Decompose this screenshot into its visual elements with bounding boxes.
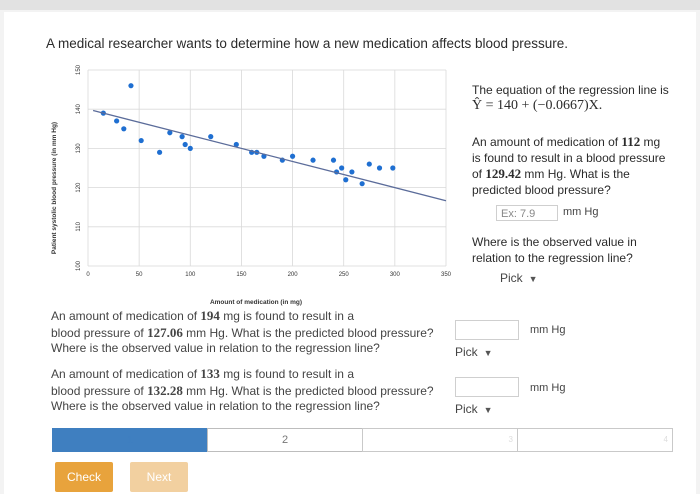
equation-intro: The equation of the regression line is xyxy=(472,83,669,97)
relation-select-1[interactable]: Pick ▼ xyxy=(500,271,538,285)
chevron-down-icon: ▼ xyxy=(483,405,493,415)
data-point xyxy=(114,118,120,124)
p1-bp-value: 129.42 xyxy=(485,166,522,181)
p2-text-a: Where is the observed value in xyxy=(472,235,637,249)
q3-text-d: mm Hg. What is the predicted blood press… xyxy=(182,383,434,398)
question-3: An amount of medication of 133 mg is fou… xyxy=(51,366,434,415)
y-tick-label: 100 xyxy=(76,260,82,271)
y-axis-title: Patient systolic blood pressure (in mm H… xyxy=(51,122,58,254)
data-point xyxy=(182,141,188,148)
data-point xyxy=(208,134,214,140)
chevron-down-icon: ▼ xyxy=(528,274,538,284)
q2-text-c: blood pressure of xyxy=(51,325,148,340)
data-point xyxy=(330,157,337,163)
data-point xyxy=(390,165,396,171)
pick-label-2: Pick xyxy=(455,345,478,359)
p1-medication-value: 112 xyxy=(621,134,641,149)
x-tick-label: 300 xyxy=(390,272,401,278)
q2-medication-value: 194 xyxy=(200,308,220,323)
predicted-bp-input-3[interactable] xyxy=(455,377,519,397)
q2-bp-value: 127.06 xyxy=(147,324,183,340)
progress-segment-4-label: 4 xyxy=(663,435,668,444)
data-point xyxy=(138,137,144,144)
p1-text-d: of xyxy=(472,167,486,181)
regression-line xyxy=(92,109,447,202)
data-point xyxy=(233,141,239,148)
equation-block: The equation of the regression line is Ŷ… xyxy=(472,82,669,114)
data-point xyxy=(343,177,349,183)
data-point xyxy=(187,145,193,151)
pick-label-1: Pick xyxy=(500,271,523,285)
plot-area xyxy=(88,70,446,266)
p1-text-e: mm Hg. What is the xyxy=(521,167,630,181)
x-tick-label: 50 xyxy=(136,272,143,278)
predicted-bp-input-1[interactable]: Ex: 7.9 xyxy=(496,205,558,221)
progress-segment-2[interactable]: 2 xyxy=(207,428,363,452)
unit-label-1: mm Hg xyxy=(563,206,599,218)
p1-text-c: is found to result in a blood pressure xyxy=(472,151,666,165)
y-tick-label: 150 xyxy=(76,64,82,75)
top-bar xyxy=(0,0,700,10)
progress-segment-2-label: 2 xyxy=(281,434,289,446)
question-2: An amount of medication of 194 mg is fou… xyxy=(51,308,434,357)
p1-text-f: predicted blood pressure? xyxy=(472,183,611,197)
data-point xyxy=(349,169,355,175)
y-tick-label: 120 xyxy=(76,182,82,193)
data-point xyxy=(128,83,134,89)
data-point xyxy=(167,130,173,136)
progress-segment-1-label: 1 xyxy=(126,434,134,446)
q3-text-c: blood pressure of xyxy=(51,383,148,398)
progress-bar: 1 2 3 4 xyxy=(52,428,673,452)
unit-label-3: mm Hg xyxy=(530,382,566,394)
p1-text-b: mg xyxy=(640,135,661,149)
q2-text-b: mg is found to result in a xyxy=(219,309,354,323)
x-tick-label: 250 xyxy=(339,272,350,278)
q3-text-a: An amount of medication of xyxy=(51,367,201,381)
p2-text-b: relation to the regression line? xyxy=(472,251,633,265)
data-point xyxy=(376,165,383,171)
p1-text-a: An amount of medication of xyxy=(472,135,622,149)
relation-select-2[interactable]: Pick ▼ xyxy=(455,345,493,359)
chevron-down-icon: ▼ xyxy=(483,348,493,358)
data-point xyxy=(179,134,185,140)
q2-text-d: mm Hg. What is the predicted blood press… xyxy=(182,325,434,340)
data-point xyxy=(310,157,316,163)
check-button[interactable]: Check xyxy=(55,462,113,492)
relation-select-3[interactable]: Pick ▼ xyxy=(455,402,493,416)
x-tick-label: 200 xyxy=(288,272,299,278)
q3-text-b: mg is found to result in a xyxy=(219,367,354,381)
q3-text-e: Where is the observed value in relation … xyxy=(51,399,380,413)
x-tick-label: 0 xyxy=(86,272,90,278)
x-axis-title: Amount of medication (in mg) xyxy=(210,299,302,306)
predicted-bp-input-2[interactable] xyxy=(455,320,519,340)
data-point xyxy=(121,126,127,132)
next-button[interactable]: Next xyxy=(130,462,188,492)
data-point xyxy=(359,181,365,187)
unit-label-2: mm Hg xyxy=(530,324,566,336)
q2-text-e: Where is the observed value in relation … xyxy=(51,341,380,355)
progress-segment-3-label: 3 xyxy=(508,435,513,444)
x-tick-label: 100 xyxy=(185,272,196,278)
data-point xyxy=(366,161,372,167)
progress-segment-1[interactable]: 1 xyxy=(52,428,208,452)
q3-medication-value: 133 xyxy=(200,366,220,381)
y-tick-label: 130 xyxy=(76,143,82,154)
data-point xyxy=(289,153,296,159)
pick-label-3: Pick xyxy=(455,402,478,416)
data-point xyxy=(157,149,163,155)
progress-segment-4[interactable]: 4 xyxy=(517,428,673,452)
part1-relation-question: Where is the observed value in relation … xyxy=(472,234,637,266)
y-tick-label: 110 xyxy=(76,221,82,231)
x-tick-label: 350 xyxy=(441,272,452,278)
q3-bp-value: 132.28 xyxy=(147,382,183,398)
question-text: A medical researcher wants to determine … xyxy=(46,36,569,51)
y-tick-label: 140 xyxy=(76,104,82,115)
part1-question: An amount of medication of 112 mg is fou… xyxy=(472,134,665,198)
q2-text-a: An amount of medication of xyxy=(51,309,201,323)
x-tick-label: 150 xyxy=(236,272,247,278)
regression-equation: Ŷ = 140 + (−0.0667)X. xyxy=(472,98,603,113)
progress-segment-3[interactable]: 3 xyxy=(362,428,518,452)
data-point xyxy=(339,165,345,171)
